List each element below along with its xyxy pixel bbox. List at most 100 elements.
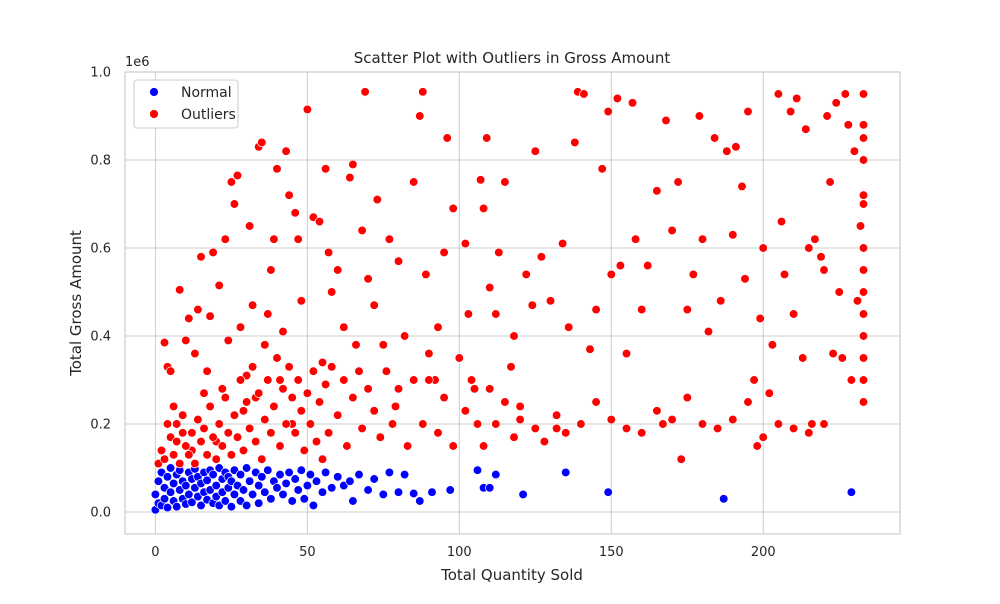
point-outliers: [181, 441, 191, 451]
point-outliers: [393, 256, 404, 266]
point-normal: [184, 489, 194, 500]
point-normal: [491, 469, 501, 480]
point-outliers: [333, 265, 343, 275]
point-outliers: [810, 234, 820, 244]
point-outliers: [858, 190, 869, 200]
point-normal: [159, 494, 170, 504]
point-outliers: [731, 142, 741, 152]
y-offset-label: 1e6: [125, 55, 150, 70]
y-tick-label: 0.2: [90, 418, 111, 433]
point-normal: [196, 500, 206, 511]
point-outliers: [433, 322, 443, 332]
point-outliers: [758, 432, 768, 442]
y-tick-label: 0.4: [90, 330, 111, 345]
point-normal: [293, 485, 303, 495]
point-outliers: [804, 428, 814, 438]
point-outliers: [606, 414, 616, 425]
point-outliers: [314, 397, 325, 407]
point-outliers: [463, 309, 474, 319]
point-outliers: [545, 296, 556, 306]
point-normal: [445, 485, 455, 495]
point-outliers: [172, 419, 182, 429]
data-points: [150, 87, 869, 515]
point-outliers: [433, 428, 443, 438]
point-outliers: [162, 419, 173, 429]
point-outliers: [205, 401, 215, 412]
point-outliers: [363, 384, 373, 394]
point-outliers: [536, 252, 547, 262]
point-outliers: [308, 366, 319, 376]
point-normal: [162, 472, 173, 482]
y-axis-label: Total Gross Amount: [67, 230, 85, 377]
point-normal: [254, 480, 264, 491]
point-outliers: [399, 331, 410, 341]
point-outliers: [302, 388, 313, 398]
point-outliers: [831, 98, 841, 108]
point-outliers: [709, 133, 720, 143]
point-outliers: [202, 450, 212, 460]
point-outliers: [694, 111, 705, 121]
point-outliers: [716, 296, 726, 306]
point-outliers: [652, 186, 662, 196]
point-outliers: [676, 454, 686, 464]
point-outliers: [500, 177, 510, 187]
point-outliers: [415, 111, 425, 121]
point-outliers: [758, 243, 768, 253]
point-outliers: [798, 353, 808, 363]
point-outliers: [260, 414, 270, 425]
point-normal: [287, 496, 297, 506]
point-outliers: [840, 89, 850, 99]
point-outliers: [539, 436, 550, 447]
legend-label-normal: Normal: [181, 85, 232, 101]
point-outliers: [317, 357, 328, 368]
legend-box: [133, 79, 239, 129]
point-outliers: [804, 243, 814, 253]
point-outliers: [320, 164, 331, 174]
point-outliers: [475, 175, 486, 185]
point-outliers: [266, 428, 276, 438]
point-outliers: [360, 87, 370, 97]
point-outliers: [199, 388, 209, 398]
point-outliers: [843, 120, 853, 130]
point-outliers: [792, 93, 802, 104]
point-outliers: [220, 234, 230, 244]
point-outliers: [466, 375, 477, 385]
point-outliers: [752, 441, 762, 451]
point-outliers: [287, 392, 297, 403]
point-outliers: [175, 458, 185, 469]
point-outliers: [834, 287, 844, 297]
point-outliers: [205, 311, 215, 321]
point-outliers: [369, 300, 379, 310]
point-normal: [305, 469, 316, 480]
point-outliers: [767, 340, 778, 350]
point-normal: [153, 476, 164, 486]
point-outliers: [585, 344, 595, 354]
point-normal: [317, 487, 328, 497]
point-outliers: [190, 458, 200, 469]
point-outliers: [564, 322, 574, 332]
point-normal: [181, 480, 191, 491]
point-outliers: [606, 269, 616, 280]
point-outliers: [409, 177, 419, 187]
point-outliers: [333, 410, 343, 420]
point-outliers: [576, 419, 586, 429]
point-outliers: [181, 335, 191, 346]
x-axis-label: Total Quantity Sold: [440, 566, 583, 584]
point-normal: [241, 463, 252, 473]
point-outliers: [293, 234, 303, 244]
chart-title: Scatter Plot with Outliers in Gross Amou…: [354, 49, 671, 67]
point-outliers: [214, 280, 224, 291]
point-outliers: [661, 115, 671, 126]
point-outliers: [378, 340, 388, 350]
point-outliers: [281, 146, 291, 156]
point-outliers: [257, 454, 267, 464]
point-outliers: [390, 401, 401, 412]
point-outliers: [196, 252, 206, 262]
point-outliers: [226, 177, 237, 187]
y-tick-label: 1.0: [90, 66, 111, 81]
point-outliers: [819, 419, 829, 429]
point-outliers: [621, 348, 632, 359]
point-outliers: [743, 397, 753, 407]
point-outliers: [643, 260, 653, 271]
